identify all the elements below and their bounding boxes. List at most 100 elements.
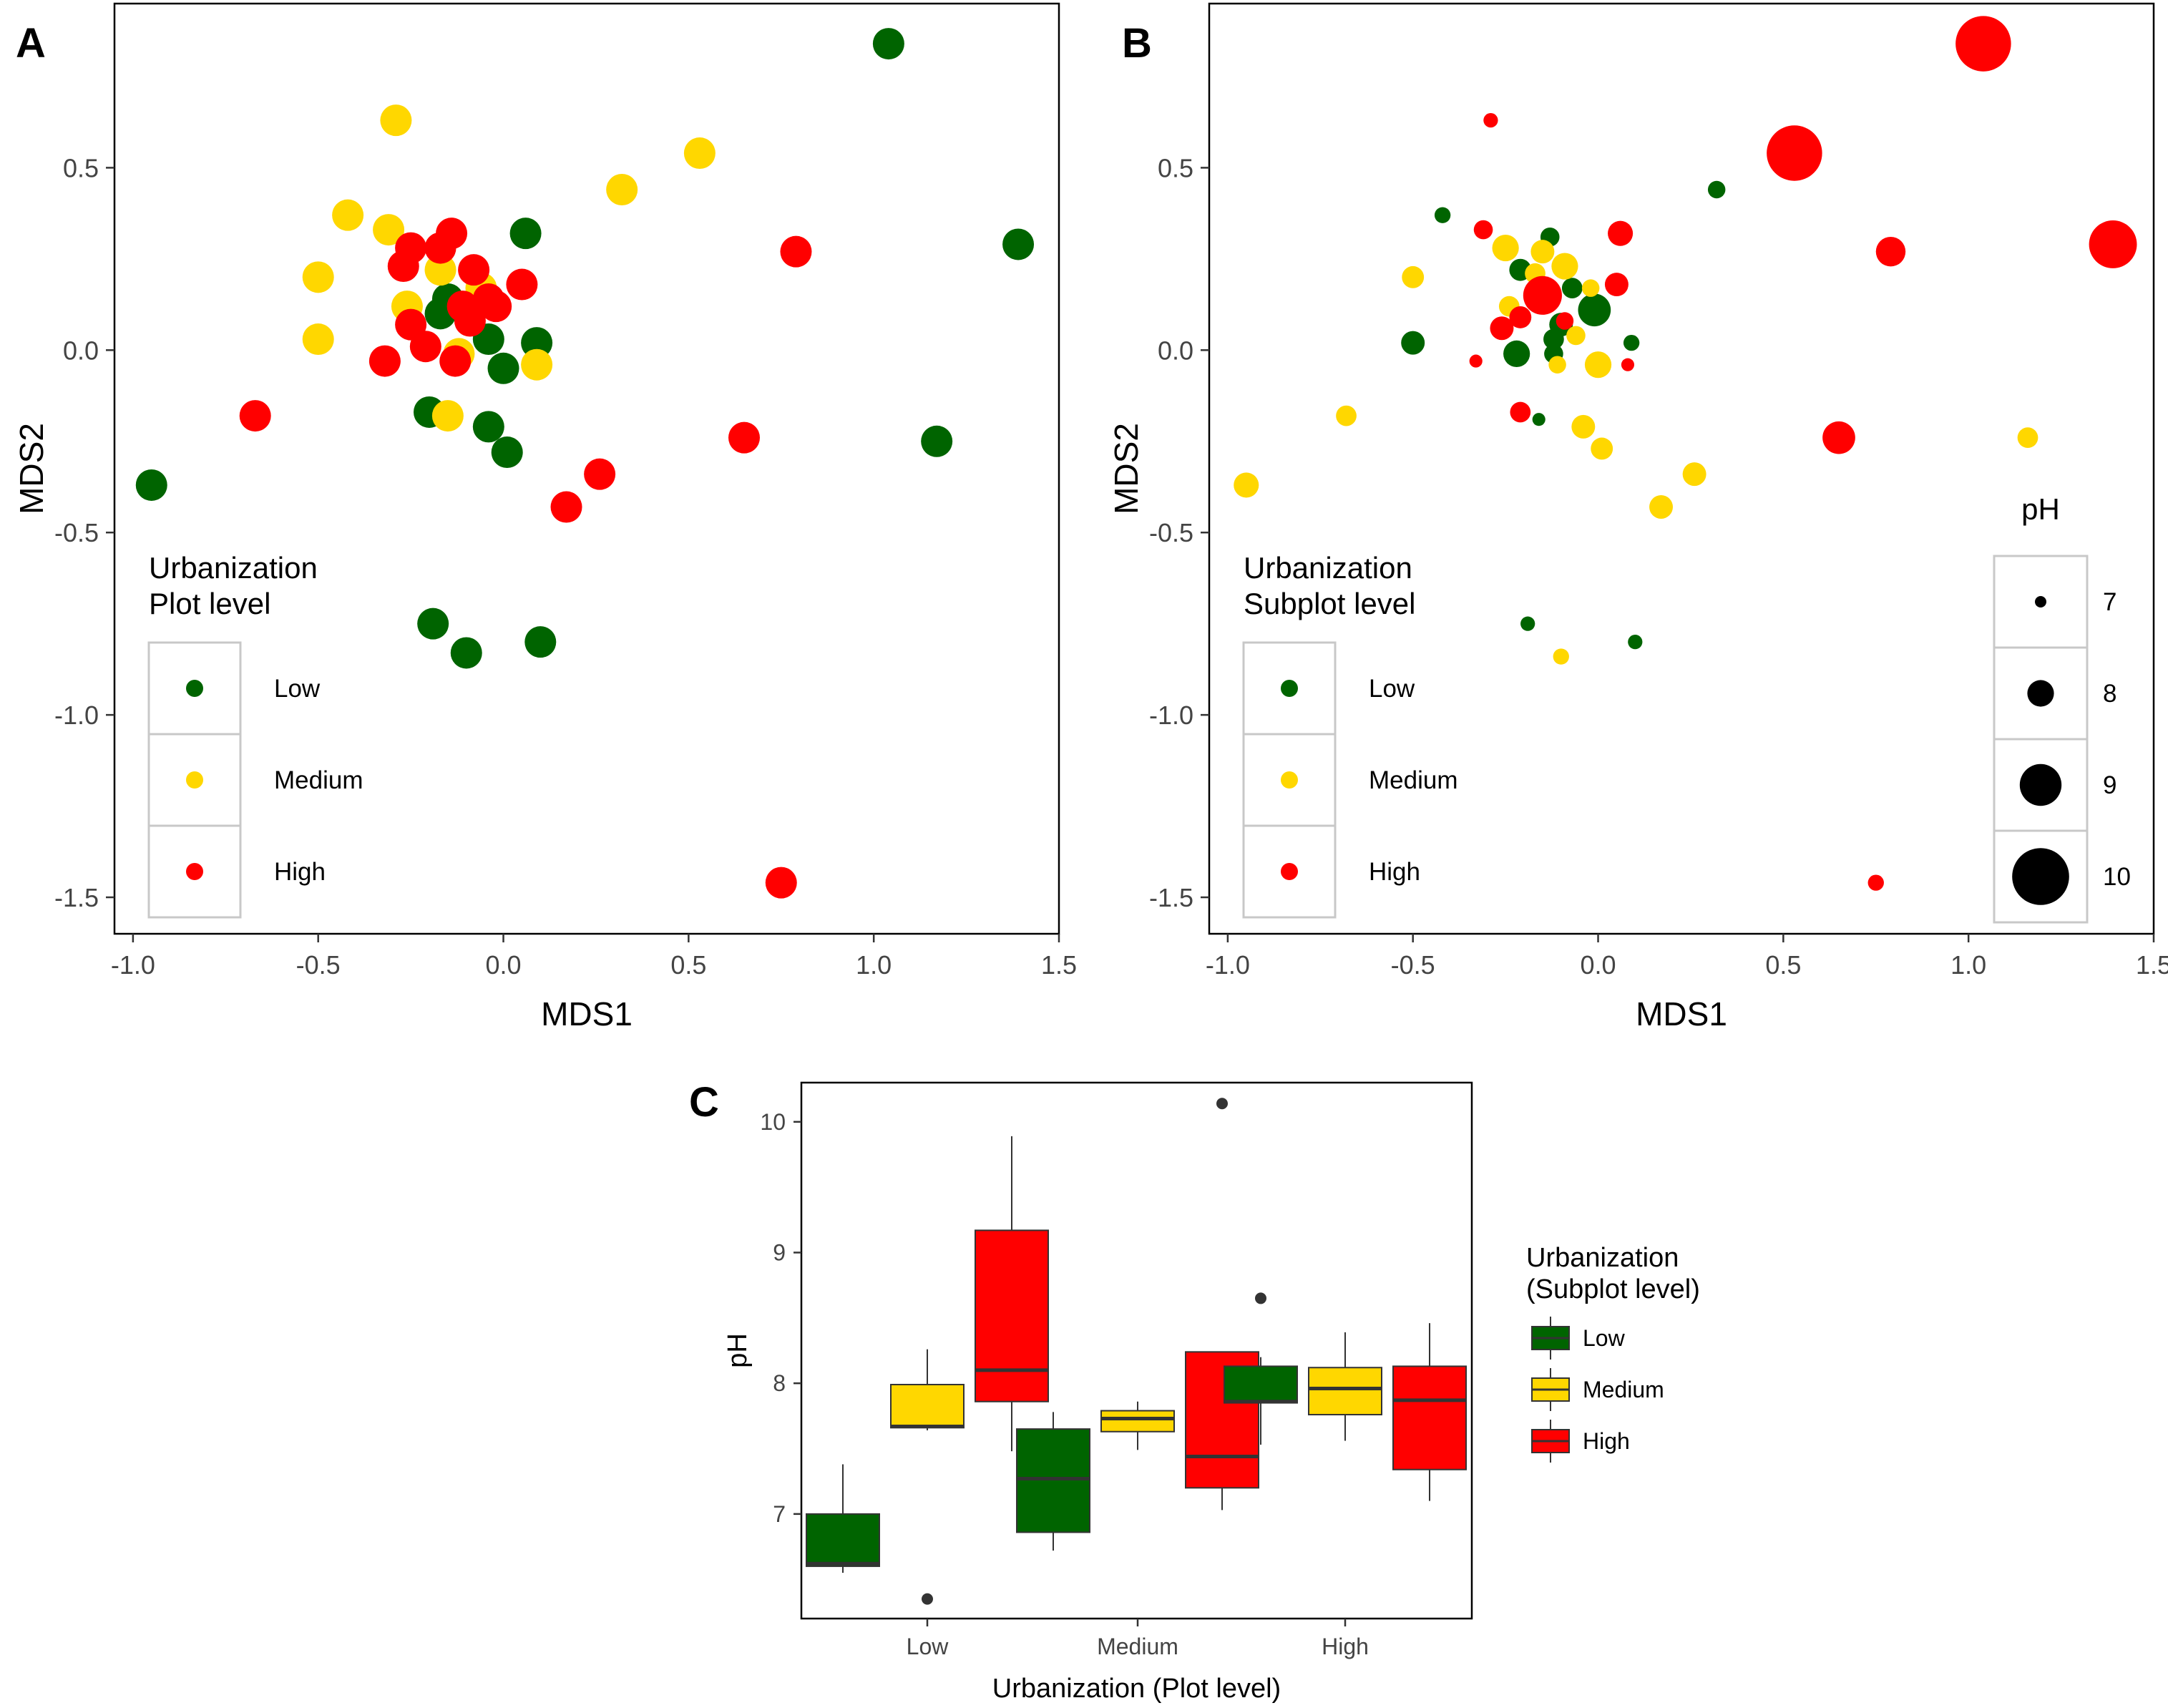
legend-label-medium: Medium (1583, 1377, 1664, 1402)
point-high (1822, 421, 1855, 454)
point-high (1867, 874, 1884, 891)
point-low (135, 469, 167, 501)
panel-b: B -1.0 -0.5 0.0 0.5 1.0 1.5 -1.5 -1.0 -0.5 0.0 0.5 M… (1108, 2, 2168, 1033)
point-low (1401, 331, 1425, 355)
box-high-medium (1308, 1332, 1382, 1441)
y-tick-label: 0.5 (63, 153, 99, 182)
point-medium (1530, 240, 1555, 264)
size-legend-dot (2027, 680, 2054, 707)
point-high (1523, 275, 1562, 315)
point-high (480, 291, 512, 323)
point-high (1473, 220, 1493, 240)
box-medium-high (1185, 1098, 1259, 1511)
y-axis-title: MDS2 (1108, 423, 1145, 514)
box-medium-medium (1100, 1401, 1175, 1450)
point-low (1520, 616, 1535, 631)
legend-title-line1: Urbanization (1244, 551, 1412, 585)
y-tick-label: 0.5 (1158, 153, 1193, 182)
point-high (1621, 358, 1635, 371)
point-low (1578, 293, 1611, 327)
size-legend-label: 7 (2103, 588, 2116, 616)
box-outlier (922, 1593, 933, 1605)
panel-a: A -1.0 -0.5 0.0 0.5 1.0 1.5 -1.5 -1.0 -0.5 0.0 0.5 M… (13, 2, 1077, 1033)
point-high (1469, 354, 1483, 368)
point-low (1434, 207, 1451, 223)
point-high (584, 458, 616, 490)
box-body (975, 1229, 1049, 1402)
point-high (550, 491, 582, 523)
point-medium (1336, 405, 1357, 426)
x-tick-label: 1.0 (856, 950, 892, 980)
point-medium (380, 104, 412, 137)
point-low (921, 425, 953, 457)
point-medium (332, 199, 364, 231)
y-tick-label: 0.0 (1158, 336, 1193, 365)
legend-label-low: Low (274, 675, 321, 703)
panel-a-frame (113, 2, 1060, 935)
x-tick-label: 1.5 (1041, 950, 1077, 980)
point-high (1608, 220, 1634, 246)
x-tick-label: 0.0 (1581, 950, 1616, 980)
point-high (1510, 401, 1531, 423)
point-medium (606, 174, 638, 205)
x-tick-label: -1.0 (111, 950, 155, 980)
point-low (872, 28, 904, 60)
x-tick-label: 0.5 (1765, 950, 1801, 980)
box-high-high (1392, 1323, 1467, 1501)
point-low (1002, 228, 1035, 260)
point-low (1623, 334, 1640, 351)
point-low (1532, 413, 1546, 426)
point-medium (373, 214, 405, 246)
point-medium (431, 400, 464, 432)
y-tick-label: -1.5 (1149, 883, 1193, 912)
panel-c-frame (800, 1081, 1473, 1620)
legend-label-high: High (274, 858, 326, 886)
point-medium (302, 261, 334, 293)
legend-title-line1: Urbanization (1526, 1243, 1679, 1273)
point-high (1875, 236, 1906, 267)
point-medium (1571, 414, 1596, 439)
panel-c-legend: Urbanization(Subplot level) Low Medium High (1526, 1243, 1700, 1463)
point-low (417, 607, 449, 640)
x-tick-label: -1.0 (1206, 950, 1250, 980)
point-high (1483, 113, 1498, 128)
legend-label-low: Low (1369, 675, 1415, 703)
box-low-medium (890, 1349, 965, 1605)
point-medium (1591, 437, 1613, 460)
legend-label-high: High (1583, 1428, 1630, 1454)
point-high (458, 254, 490, 286)
legend-label-medium: Medium (1369, 766, 1457, 794)
point-high (1490, 316, 1514, 341)
x-tick-label: 0.0 (486, 950, 522, 980)
point-medium (1548, 356, 1566, 374)
point-medium (1682, 462, 1706, 487)
box-low-low (806, 1464, 880, 1573)
legend-title-line2: Plot level (149, 587, 270, 620)
point-low (1707, 180, 1726, 199)
point-high (1955, 16, 2011, 72)
point-medium (683, 137, 716, 170)
legend-title-line1: Urbanization (149, 551, 318, 585)
point-low (509, 218, 542, 250)
panel-b-letter: B (1122, 20, 1152, 67)
point-high (728, 421, 760, 454)
size-legend-label: 9 (2103, 771, 2116, 799)
legend-key-high (1281, 863, 1298, 880)
point-medium (1492, 234, 1519, 262)
point-high (409, 331, 441, 363)
box-body (1392, 1365, 1467, 1470)
legend-label-low: Low (1583, 1325, 1626, 1351)
point-medium (1551, 253, 1578, 280)
x-tick-label: -0.5 (1391, 950, 1435, 980)
size-legend-dot (2012, 848, 2069, 905)
y-tick-label: -1.0 (1149, 701, 1193, 730)
legend-key-high (186, 863, 203, 880)
box-body (1308, 1367, 1382, 1416)
box-body (890, 1383, 965, 1429)
point-low (524, 626, 557, 658)
point-medium (1402, 265, 1425, 288)
legend-label-medium: Medium (274, 766, 363, 794)
box-body (1224, 1365, 1298, 1404)
box-medium-low (1016, 1412, 1090, 1551)
